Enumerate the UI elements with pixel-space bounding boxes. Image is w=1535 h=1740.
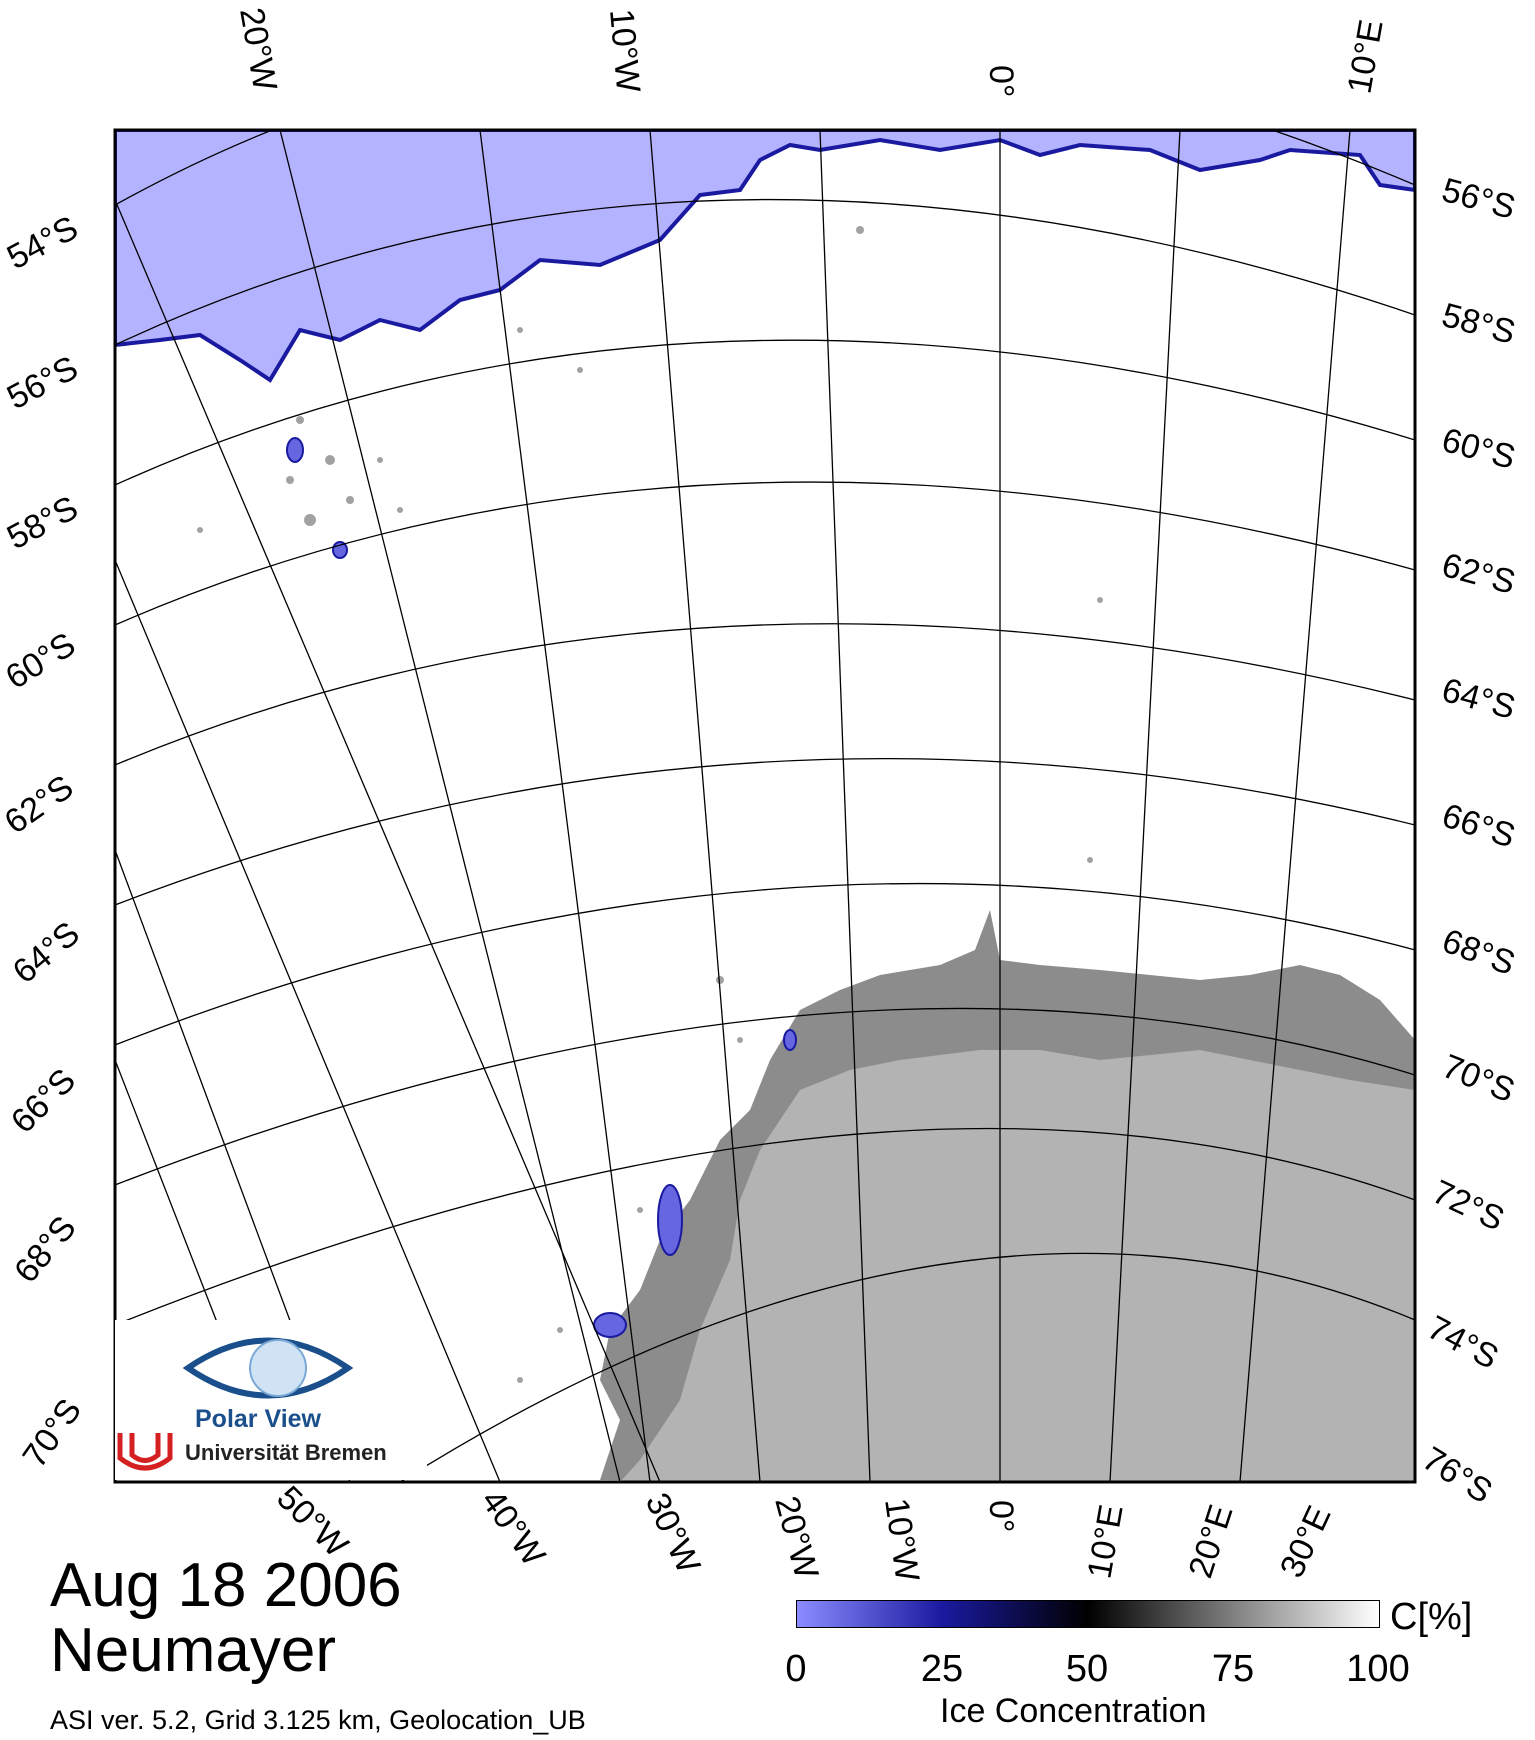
top-lon-label: 10°W	[602, 7, 647, 94]
land-region	[620, 1050, 1415, 1482]
top-lon-label: 0°	[982, 65, 1020, 98]
right-lat-label: 74°S	[1421, 1309, 1504, 1377]
credit-line: ASI ver. 5.2, Grid 3.125 km, Geolocation…	[50, 1705, 586, 1735]
legend-tick-label: 75	[1211, 1648, 1255, 1690]
logo-name: Polar View	[195, 1405, 321, 1433]
left-lat-label: 68°S	[7, 1209, 84, 1290]
eye-icon	[183, 1337, 353, 1399]
right-lat-label: 68°S	[1437, 922, 1520, 983]
left-lat-label: 64°S	[6, 914, 87, 991]
left-lat-label: 60°S	[0, 625, 82, 696]
right-lat-label: 64°S	[1438, 671, 1519, 727]
right-lat-label: 62°S	[1438, 546, 1519, 602]
legend-colorbar	[796, 1600, 1380, 1628]
right-lat-label: 58°S	[1438, 296, 1519, 352]
right-lat-label: 60°S	[1438, 421, 1519, 477]
right-lat-label: 76°S	[1416, 1440, 1499, 1511]
legend-tick-label: 50	[1065, 1648, 1109, 1690]
ice-texture	[197, 226, 1103, 1383]
legend-title: Ice Concentration	[940, 1692, 1207, 1730]
map-frame	[113, 128, 1417, 1484]
open-water-region	[115, 130, 1415, 383]
left-lat-label: 62°S	[0, 768, 80, 842]
bottom-lon-label: 30°W	[638, 1487, 708, 1579]
left-lat-label: 58°S	[1, 489, 84, 557]
legend-tick-label: 25	[920, 1648, 964, 1690]
latitude-graticule	[115, 130, 1415, 1482]
right-lat-label: 56°S	[1438, 171, 1519, 227]
right-lat-label: 66°S	[1438, 796, 1520, 855]
station-name: Neumayer	[50, 1616, 336, 1685]
legend-tick-label: 0	[785, 1648, 807, 1690]
top-lon-label: 20°W	[232, 5, 284, 94]
longitude-graticule	[115, 130, 1351, 1482]
color-legend	[796, 1600, 1380, 1640]
left-lat-label: 54°S	[1, 209, 84, 277]
legend-tick-label: 100	[1346, 1648, 1410, 1690]
university-mark-icon	[117, 1433, 173, 1471]
bottom-lon-label: 20°W	[767, 1492, 825, 1583]
right-lat-label: 72°S	[1427, 1173, 1510, 1239]
polar-view-logo: Polar View Universität Bremen	[115, 1320, 427, 1480]
left-lat-label: 70°S	[15, 1392, 89, 1474]
bottom-lon-label: 10°E	[1080, 1502, 1130, 1582]
map-date: Aug 18 2006	[50, 1551, 402, 1620]
bottom-lon-label: 30°E	[1273, 1500, 1339, 1583]
left-lat-label: 56°S	[1, 349, 84, 417]
bottom-lon-label: 40°W	[473, 1483, 552, 1573]
right-lat-label: 70°S	[1437, 1047, 1520, 1110]
bottom-lon-label: 20°E	[1181, 1500, 1240, 1582]
logo-institution: Universität Bremen	[185, 1440, 387, 1465]
legend-unit: C[%]	[1390, 1596, 1473, 1638]
bottom-lon-label: 10°W	[877, 1496, 926, 1584]
top-lon-label: 10°E	[1340, 17, 1390, 97]
bottom-lon-label: 0°	[982, 1500, 1020, 1533]
left-lat-label: 66°S	[4, 1061, 83, 1140]
ice-edge-patches	[286, 437, 797, 1338]
